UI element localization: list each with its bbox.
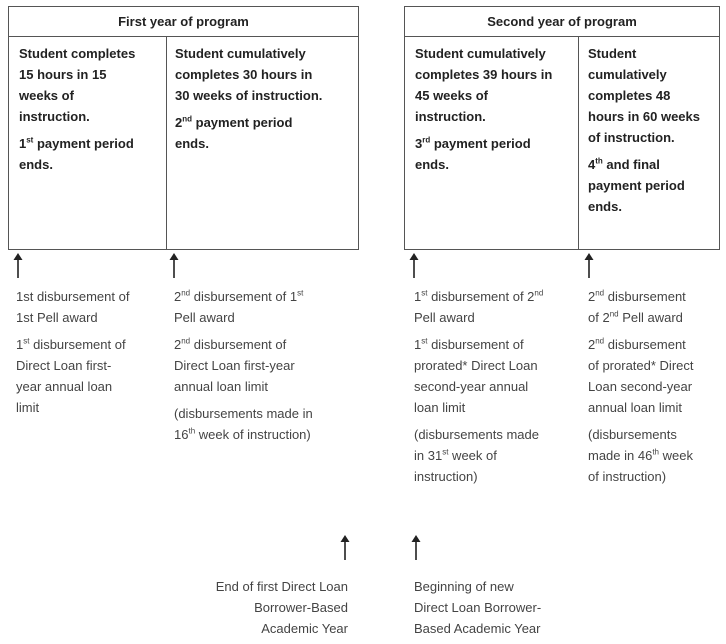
first-year-cell-2: Student cumulatively completes 30 hours … xyxy=(175,43,357,160)
pell-disbursement-3: 1st disbursement of 2nd Pell award xyxy=(414,288,544,325)
second-year-cell-2: Student cumulatively completes 48 hours … xyxy=(588,43,718,223)
second-year-header: Second year of program xyxy=(405,7,719,37)
first-year-table: First year of program Student completes … xyxy=(8,6,359,250)
first-year-cell-1: Student completes 15 hours in 15 weeks o… xyxy=(19,43,164,181)
loan-disbursement-2: 2nd disbursement of Direct Loan first-ye… xyxy=(174,336,295,394)
fourth-payment-period-end: 4th and final payment period ends. xyxy=(588,156,685,214)
beginning-of-academic-year-label: Beginning of new Direct Loan Borrower- B… xyxy=(414,579,542,636)
arrow-up-icon xyxy=(408,252,420,278)
arrow-up-icon xyxy=(339,534,351,560)
disbursement-timing-note-4: (disbursements made in 46th week of inst… xyxy=(588,427,693,484)
disbursement-column-1: 1st disbursement of 1st Pell award 1st d… xyxy=(16,286,166,424)
second-year-column-divider xyxy=(578,37,579,249)
loan-disbursement-4: 2nd disbursement of prorated* Direct Loa… xyxy=(588,336,694,415)
end-of-academic-year-label: End of first Direct Loan Borrower-Based … xyxy=(215,579,348,636)
first-year-header: First year of program xyxy=(9,7,358,37)
pell-disbursement-4: 2nd disbursement of 2nd Pell award xyxy=(588,288,686,325)
arrow-up-icon xyxy=(168,252,180,278)
second-year-cell-1: Student cumulatively completes 39 hours … xyxy=(415,43,577,181)
loan-disbursement-3: 1st disbursement of prorated* Direct Loa… xyxy=(414,336,538,415)
third-payment-period-end: 3rd payment period ends. xyxy=(415,135,531,172)
arrow-up-icon xyxy=(12,252,24,278)
first-payment-period-end: 1st payment period ends. xyxy=(19,135,134,172)
disbursement-timing-note-2: (disbursements made in 16th week of inst… xyxy=(174,406,313,442)
disbursement-timing-note-3: (disbursements made in 31st week of inst… xyxy=(414,427,539,484)
pell-disbursement-2: 2nd disbursement of 1st Pell award xyxy=(174,288,304,325)
disbursement-column-3: 1st disbursement of 2nd Pell award 1st d… xyxy=(414,286,584,493)
first-year-column-divider xyxy=(166,37,167,249)
disbursement-column-4: 2nd disbursement of 2nd Pell award 2nd d… xyxy=(588,286,722,493)
disbursement-column-2: 2nd disbursement of 1st Pell award 2nd d… xyxy=(174,286,359,451)
arrow-up-icon xyxy=(583,252,595,278)
second-year-cell-2-description: Student cumulatively completes 48 hours … xyxy=(588,46,700,145)
first-year-cell-2-description: Student cumulatively completes 30 hours … xyxy=(175,46,323,103)
second-payment-period-end: 2nd payment period ends. xyxy=(175,114,293,151)
second-year-table: Second year of program Student cumulativ… xyxy=(404,6,720,250)
pell-disbursement-1: 1st disbursement of 1st Pell award xyxy=(16,289,130,325)
second-year-cell-1-description: Student cumulatively completes 39 hours … xyxy=(415,46,553,124)
first-year-cell-1-description: Student completes 15 hours in 15 weeks o… xyxy=(19,46,136,124)
loan-disbursement-1: 1st disbursement of Direct Loan first- y… xyxy=(16,336,126,415)
arrow-up-icon xyxy=(410,534,422,560)
